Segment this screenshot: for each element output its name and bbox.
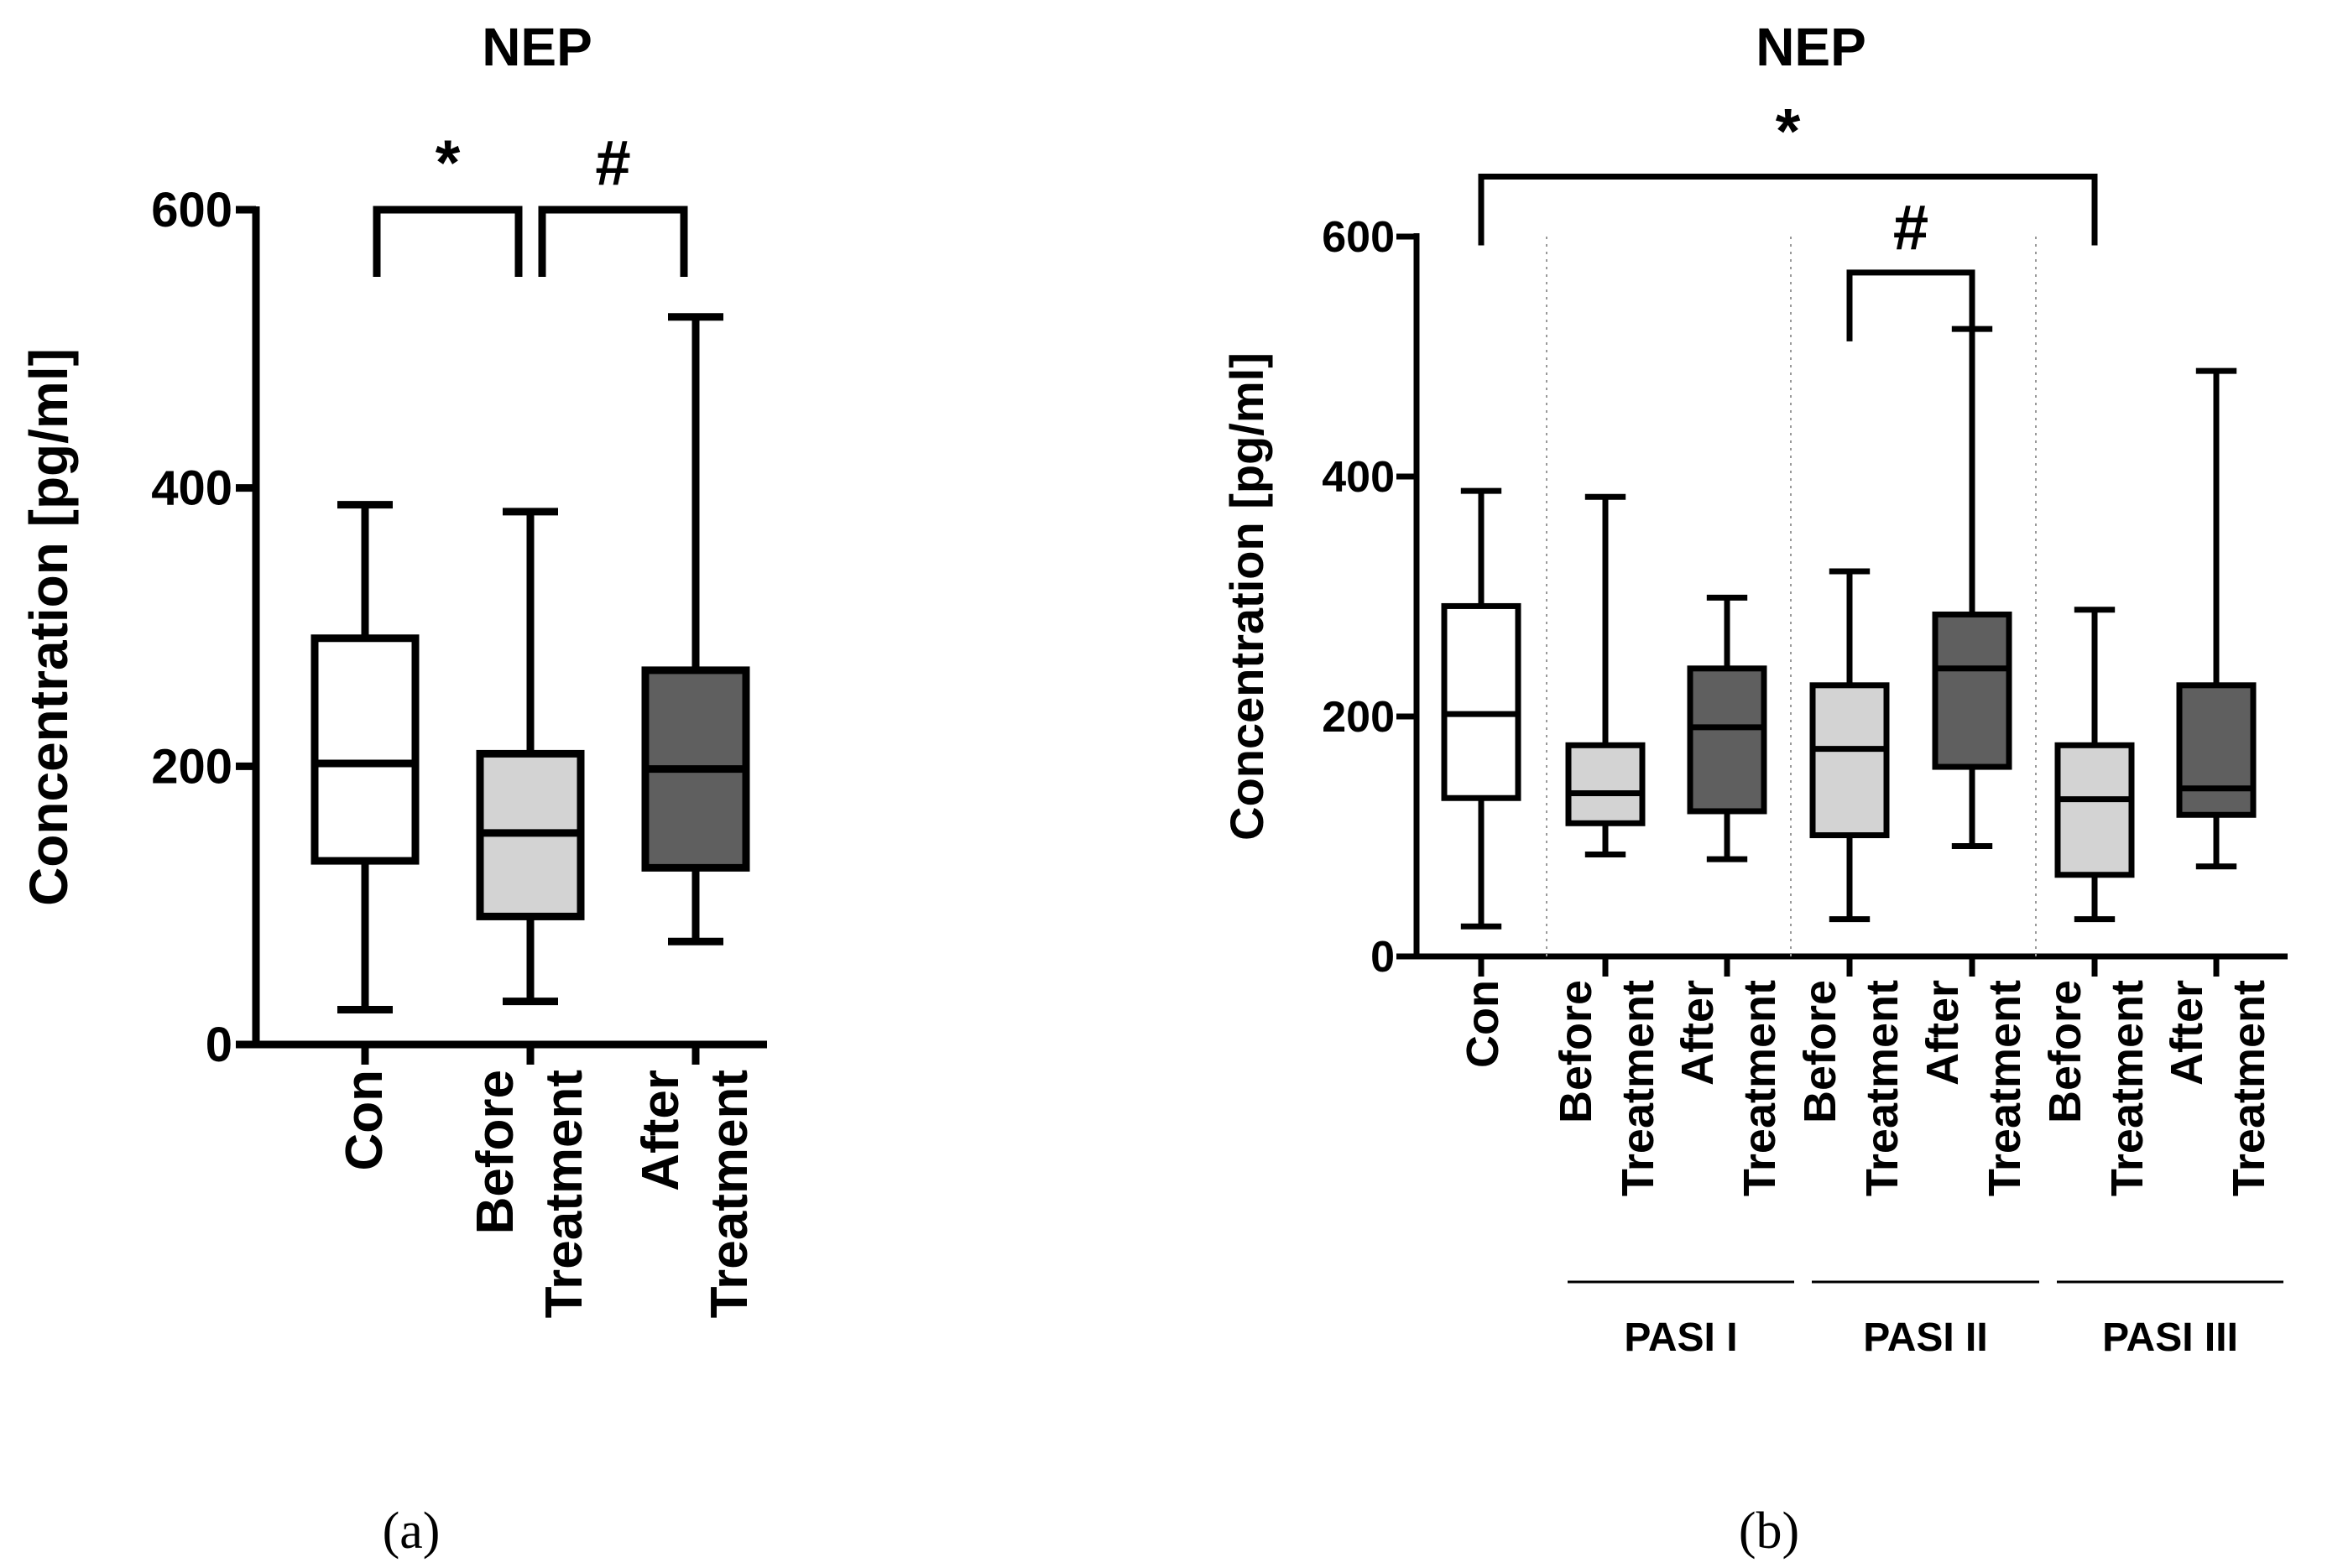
panel-label: (b) — [1739, 1503, 1799, 1560]
box-iqr — [2176, 682, 2257, 818]
category-label: Treatment — [1857, 980, 1907, 1196]
category-label: Treatment — [1980, 980, 2030, 1196]
significance-bracket: # — [1846, 192, 1975, 341]
category-label: Con — [1458, 980, 1508, 1068]
group-label: PASI II — [1863, 1315, 1987, 1360]
significance-bracket: * — [373, 128, 523, 277]
category-label: After — [1918, 980, 1968, 1086]
box-plot-6 — [2054, 607, 2135, 923]
box-plot-3 — [641, 313, 750, 945]
box-plot-2 — [1565, 493, 1646, 857]
box-iqr — [2054, 742, 2135, 878]
chart-panel-b: NEP Concentration [pg/ml] 0 200 400 600 Con Bef… — [1220, 17, 2288, 1560]
bracket-line — [1846, 269, 1975, 341]
category-label: After — [1672, 980, 1723, 1086]
significance-symbol: * — [1776, 96, 1801, 168]
box-plot-2 — [476, 508, 585, 1006]
significance-bracket: * — [1478, 96, 2098, 246]
box-plot-1 — [1441, 487, 1521, 930]
panel-label: (a) — [383, 1503, 441, 1560]
bracket-line — [538, 206, 688, 277]
significance-symbol: * — [436, 128, 461, 199]
chart-title: NEP — [1756, 17, 1866, 77]
group-label: PASI III — [2102, 1315, 2238, 1360]
category-label: Before — [2040, 980, 2090, 1123]
box-iqr — [1809, 682, 1890, 839]
category-label: Treatment — [535, 1070, 593, 1318]
box-plot-3 — [1687, 594, 1767, 862]
category-label: After — [2162, 980, 2212, 1086]
y-tick-label: 600 — [151, 183, 232, 237]
y-tick-label: 600 — [1322, 213, 1395, 262]
category-label: Treatment — [701, 1070, 759, 1318]
group-label: PASI I — [1624, 1315, 1737, 1360]
significance-bracket: # — [538, 128, 688, 277]
y-tick-label: 400 — [1322, 453, 1395, 502]
category-label: Treatment — [2102, 980, 2153, 1196]
box-plot-1 — [310, 501, 420, 1014]
category-label: Before — [1551, 980, 1601, 1123]
y-tick-label: 200 — [151, 739, 232, 794]
bracket-line — [1478, 174, 2098, 246]
significance-symbol: # — [1893, 192, 1928, 263]
category-label: Treatment — [1735, 980, 1785, 1196]
y-tick-label: 0 — [206, 1018, 232, 1072]
box-iqr — [1565, 742, 1646, 826]
box-iqr — [1932, 611, 2012, 770]
chart-panel-a: NEP Concentration [pg/ml] 0 200 400 600 Con Bef… — [18, 17, 767, 1560]
box-iqr — [1441, 602, 1521, 801]
y-axis-label: Concentration [pg/ml] — [1220, 352, 1273, 841]
bracket-line — [373, 206, 523, 277]
category-label: Before — [1795, 980, 1845, 1123]
category-label: After — [632, 1070, 690, 1191]
box-plot-7 — [2176, 367, 2257, 870]
box-plot-5 — [1932, 326, 2012, 849]
y-axis-label: Concentration [pg/ml] — [18, 348, 79, 906]
box-plot-4 — [1809, 568, 1890, 923]
box-iqr — [1687, 665, 1767, 815]
category-label: Treatment — [2224, 980, 2274, 1196]
category-label: Treatment — [1613, 980, 1663, 1196]
y-tick-label: 200 — [1322, 693, 1395, 742]
category-label: Before — [467, 1070, 524, 1234]
significance-symbol: # — [595, 128, 630, 199]
y-tick-label: 400 — [151, 461, 232, 516]
box-iqr — [310, 634, 420, 865]
category-label: Con — [336, 1070, 394, 1171]
y-tick-label: 0 — [1370, 933, 1395, 982]
chart-title: NEP — [482, 17, 592, 77]
